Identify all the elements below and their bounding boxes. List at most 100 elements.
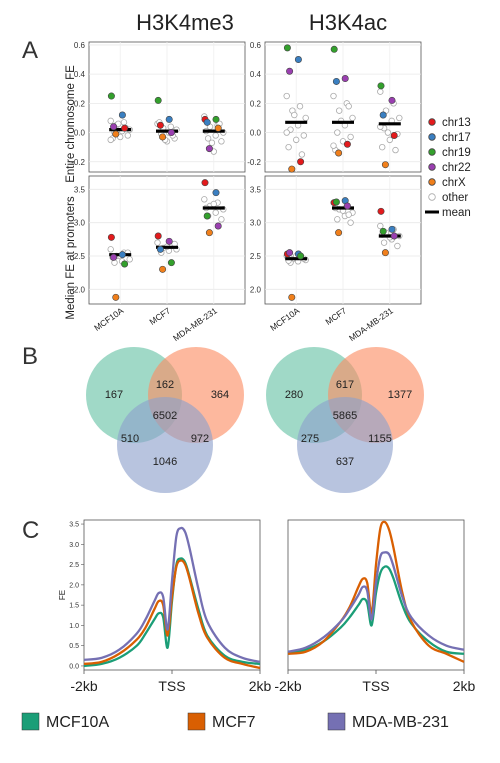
- y-tick-label: 3.5: [69, 522, 79, 529]
- point-chr22: [214, 222, 222, 230]
- legend-label-chr22: chr22: [442, 162, 471, 174]
- y-tick-label: 0.0: [69, 663, 79, 670]
- point-other: [283, 92, 290, 100]
- x-tick-label: -2kb: [70, 678, 97, 694]
- point-other: [377, 88, 384, 95]
- y-tick-label: 0.4: [74, 70, 86, 79]
- y-tick-label: 2.5: [69, 562, 79, 569]
- legend-swatch-chr17: [428, 133, 436, 141]
- point-other: [218, 138, 225, 145]
- point-chr17: [118, 251, 126, 259]
- ylabel-promoters: Median FE at promoters: [65, 196, 77, 320]
- legend-swatch-chr19: [428, 148, 436, 156]
- y-tick-label: 0.0: [250, 129, 262, 138]
- venn-count-a: 280: [285, 389, 303, 401]
- profile-h3k4me3: 0.0 0.5 1.0 1.5 2.0 2.5 3.0 3.5 FE -2kb TSS 2kb: [58, 519, 271, 694]
- point-chr19: [332, 198, 340, 206]
- venn-count-b: 1377: [388, 389, 412, 401]
- legend-label-chr17: chr17: [442, 132, 471, 144]
- x-tick-label: TSS: [158, 678, 185, 694]
- point-chr19: [377, 82, 385, 90]
- point-chrX: [335, 149, 343, 157]
- y-tick-label: -0.2: [71, 158, 85, 167]
- point-chrX: [205, 229, 213, 237]
- point-chr17: [379, 111, 387, 119]
- scatter-h3k4ac-entire: -0.2 0.0 0.2 0.4 0.6: [247, 41, 422, 173]
- y-tick-label: 0.2: [74, 99, 86, 108]
- y-tick-label: 2.0: [69, 582, 79, 589]
- venn-count-c: 637: [336, 456, 354, 468]
- point-chr19: [154, 96, 162, 104]
- y-tick-label: 0.4: [250, 70, 262, 79]
- point-chr19: [379, 227, 387, 235]
- point-other: [377, 222, 384, 230]
- point-other: [336, 107, 343, 114]
- venn-count-ab: 162: [156, 379, 174, 391]
- legend-cell-lines: MCF10A MCF7 MDA-MB-231: [21, 712, 449, 731]
- venn-h3k4ac: 280 1377 637 617 275 1155 5865: [266, 347, 424, 493]
- y-tick-label: 1.0: [69, 623, 79, 630]
- point-chrX: [159, 133, 167, 141]
- point-other: [394, 242, 401, 250]
- venn-circle-mda-mb-231: [117, 397, 213, 493]
- point-chr17: [294, 56, 302, 64]
- y-tick-label: 2.0: [74, 285, 86, 294]
- title-h3k4ac: H3K4ac: [309, 10, 387, 35]
- point-other: [285, 143, 292, 151]
- venn-count-abc: 6502: [153, 410, 177, 422]
- panel-letter-a: A: [22, 37, 38, 64]
- legend-label-chr19: chr19: [442, 147, 471, 159]
- point-other: [218, 216, 225, 223]
- venn-count-abc: 5865: [333, 410, 357, 422]
- y-tick-label: 3.5: [250, 185, 262, 194]
- legend-swatch-mcf10a: [21, 712, 40, 731]
- point-other: [302, 114, 309, 122]
- series-line-mcf7: [83, 559, 261, 670]
- point-other: [396, 114, 403, 122]
- point-other: [210, 200, 217, 208]
- point-chr22: [286, 249, 294, 257]
- point-other: [120, 119, 128, 126]
- series-line-mda-mb-231: [287, 551, 465, 653]
- point-other: [107, 117, 114, 125]
- scatter-h3k4me3-entire: -0.2 0.0 0.2 0.4 0.6: [71, 41, 246, 173]
- y-tick-label: 3.0: [250, 219, 262, 228]
- y-tick-label: 0.0: [74, 129, 86, 138]
- x-tick-label: MDA-MB-231: [171, 305, 219, 343]
- series-line-mda-mb-231: [83, 526, 261, 664]
- legend-chromosomes: chr13 chr17 chr19 chr22 chrX other mean: [425, 117, 471, 219]
- point-chr19: [107, 92, 115, 100]
- x-tick-label: MCF7: [323, 305, 348, 327]
- panel-letter-c: C: [22, 517, 39, 544]
- point-chr19: [121, 260, 129, 268]
- point-chr22: [110, 123, 118, 131]
- point-other: [334, 216, 341, 223]
- point-chr13: [154, 232, 162, 240]
- legend-swatch-chr13: [428, 118, 436, 126]
- point-chr22: [390, 232, 398, 240]
- point-chr19: [212, 115, 220, 123]
- point-chr19: [203, 212, 211, 220]
- title-h3k4me3: H3K4me3: [136, 10, 234, 35]
- point-chr13: [390, 131, 398, 139]
- y-tick-label: 2.5: [250, 252, 262, 261]
- point-other: [300, 132, 307, 139]
- point-other: [107, 246, 114, 253]
- point-other: [349, 114, 356, 122]
- point-other: [347, 219, 354, 226]
- point-other: [291, 111, 298, 119]
- legend-label-mda-mb-231: MDA-MB-231: [352, 714, 449, 731]
- x-tick-label: MDA-MB-231: [347, 305, 395, 343]
- y-tick-label: 1.5: [69, 603, 79, 610]
- venn-circle-mda-mb-231: [297, 397, 393, 493]
- venn-count-ab: 617: [336, 379, 354, 391]
- point-other: [347, 133, 354, 141]
- point-chr13: [156, 121, 164, 129]
- venn-count-a: 167: [105, 389, 123, 401]
- point-chr22: [165, 237, 173, 245]
- venn-count-ac: 510: [121, 433, 139, 445]
- legend-label-other: other: [442, 192, 468, 204]
- point-chrX: [288, 293, 296, 301]
- point-chrX: [159, 265, 167, 273]
